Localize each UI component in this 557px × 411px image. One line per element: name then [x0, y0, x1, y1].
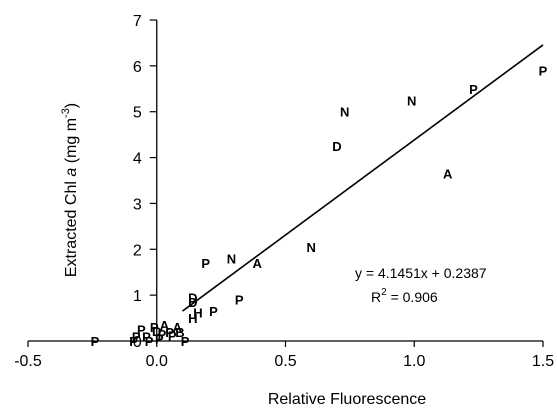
y-tick-label: 6	[133, 59, 142, 76]
data-point: P	[469, 82, 478, 97]
data-point: A	[173, 320, 183, 335]
x-tick-label: 0.5	[274, 353, 296, 370]
data-point: P	[142, 329, 151, 344]
x-tick-label: 1.5	[532, 353, 554, 370]
x-tick-label: 1.0	[403, 353, 425, 370]
data-point: D	[188, 290, 197, 305]
x-axis-title: Relative Fluorescence	[268, 391, 426, 408]
data-point: P	[539, 63, 548, 78]
data-point: P	[132, 329, 141, 344]
r-squared-part-2: 2	[381, 287, 387, 298]
data-point: B	[175, 325, 184, 340]
data-point: P	[209, 304, 218, 319]
data-point: H	[188, 311, 197, 326]
y-axis-title-part-4: -3	[60, 108, 72, 118]
y-axis-title-part-5: )	[63, 103, 80, 108]
r-squared-part-3: = 0.906	[387, 289, 438, 305]
fit-equation: y = 4.1451x + 0.2387	[355, 265, 487, 281]
data-point: D	[332, 139, 341, 154]
y-tick-label: 2	[133, 242, 142, 259]
y-axis-title: Extracted Chl a (mg m-3)	[60, 103, 80, 277]
x-tick-label: -0.5	[14, 353, 42, 370]
y-axis-title-part-2: a	[63, 168, 80, 177]
data-point: P	[165, 325, 174, 340]
y-tick-label: 7	[133, 13, 142, 30]
data-point: A	[252, 256, 262, 271]
data-point: A	[160, 318, 170, 333]
data-point: N	[227, 251, 236, 266]
data-point: P	[235, 293, 244, 308]
regression-line	[182, 44, 544, 312]
y-tick-label: 3	[133, 196, 142, 213]
y-tick-label: 5	[133, 105, 142, 122]
data-point: P	[158, 327, 167, 342]
r-squared-part-1: R	[371, 289, 381, 305]
data-point: P	[150, 320, 159, 335]
y-tick-label: 1	[133, 288, 142, 305]
x-tick-label: 0.0	[146, 353, 168, 370]
y-axis-title-part-1: Extracted Chl	[63, 177, 80, 277]
data-point: H	[193, 306, 202, 321]
y-tick-label: 0	[133, 334, 142, 351]
data-point: N	[340, 105, 349, 120]
data-point: P	[201, 256, 210, 271]
r-squared: R2 = 0.906	[371, 287, 438, 305]
data-point: N	[407, 93, 416, 108]
y-axis-title-part-3: (mg m	[63, 118, 80, 168]
data-point: A	[443, 167, 453, 182]
data-point: P	[137, 323, 146, 338]
data-point: N	[307, 240, 316, 255]
data-point: D	[188, 295, 197, 310]
data-point: P	[168, 328, 177, 343]
y-tick-label: 4	[133, 151, 142, 168]
data-point: P	[155, 332, 164, 347]
